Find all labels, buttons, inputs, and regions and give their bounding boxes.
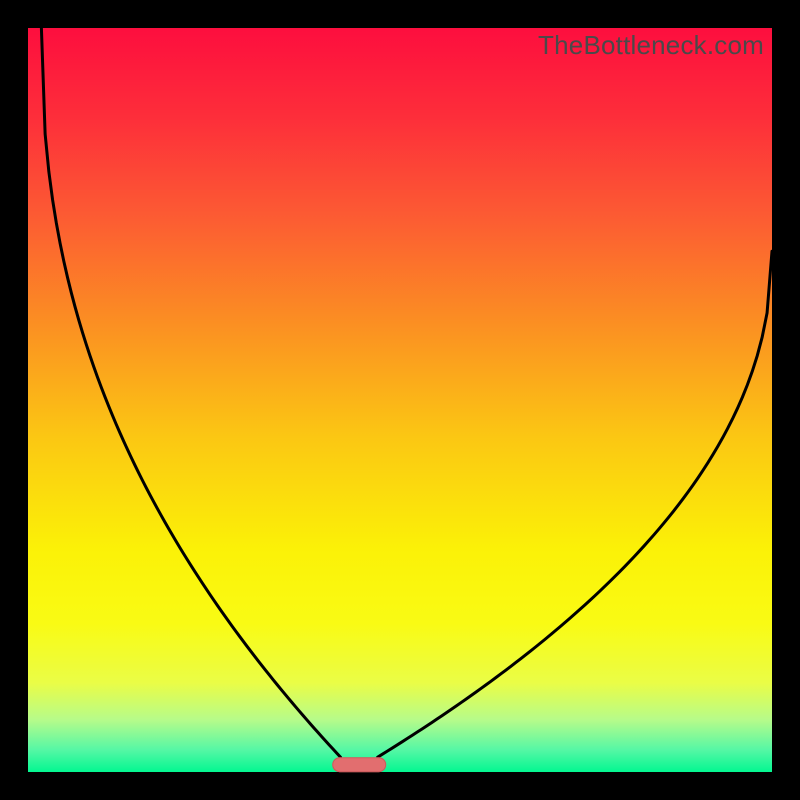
optimal-marker xyxy=(332,757,386,773)
bottleneck-curve xyxy=(28,28,772,772)
plot-area xyxy=(28,28,772,772)
chart-frame: TheBottleneck.com xyxy=(0,0,800,800)
watermark-text: TheBottleneck.com xyxy=(538,30,764,61)
